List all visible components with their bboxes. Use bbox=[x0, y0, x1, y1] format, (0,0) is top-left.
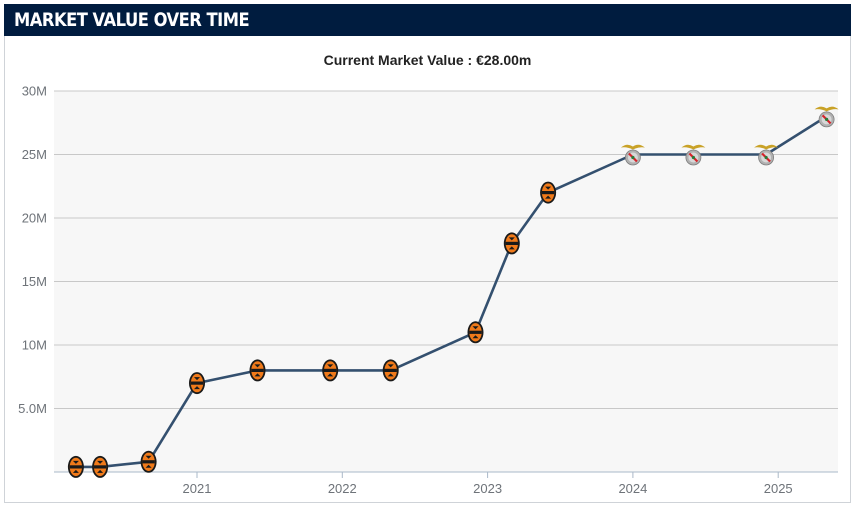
shakhtar-crest-icon[interactable] bbox=[189, 372, 205, 395]
benfica-crest-icon[interactable] bbox=[754, 144, 779, 166]
benfica-crest-icon[interactable] bbox=[681, 144, 706, 166]
x-tick-label: 2023 bbox=[473, 481, 502, 496]
shakhtar-crest-icon[interactable] bbox=[92, 455, 109, 478]
y-tick-label: 30M bbox=[22, 84, 47, 99]
chart-subtitle: Current Market Value : €28.00m bbox=[323, 52, 532, 68]
x-tick-label: 2021 bbox=[183, 481, 212, 496]
shakhtar-crest-icon[interactable] bbox=[540, 181, 557, 204]
x-tick-label: 2022 bbox=[328, 481, 357, 496]
data-points[interactable] bbox=[67, 106, 839, 478]
section-title: MARKET VALUE OVER TIME bbox=[14, 9, 250, 31]
section-title-bar: MARKET VALUE OVER TIME bbox=[4, 4, 851, 36]
x-tick-label: 2024 bbox=[618, 481, 647, 496]
shakhtar-crest-icon[interactable] bbox=[503, 232, 520, 255]
x-axis-ticks: 2021 2022 2023 2024 2025 bbox=[183, 472, 793, 496]
benfica-crest-icon[interactable] bbox=[620, 144, 645, 166]
grid-lines bbox=[54, 90, 838, 409]
shakhtar-crest-icon[interactable] bbox=[249, 359, 266, 382]
y-tick-label: 10M bbox=[22, 338, 47, 353]
y-tick-label: 15M bbox=[22, 274, 47, 289]
y-tick-label: 5.0M bbox=[18, 401, 47, 416]
shakhtar-crest-icon[interactable] bbox=[467, 321, 484, 344]
shakhtar-crest-icon[interactable] bbox=[140, 450, 157, 473]
series-line bbox=[75, 115, 828, 469]
y-tick-label: 20M bbox=[22, 211, 47, 226]
x-tick-label: 2025 bbox=[764, 481, 793, 496]
benfica-crest-icon[interactable] bbox=[814, 106, 839, 128]
y-axis-ticks: 5.0M 10M 15M 20M 25M 30M bbox=[18, 84, 47, 417]
y-tick-label: 25M bbox=[22, 147, 47, 162]
shakhtar-crest-icon[interactable] bbox=[382, 359, 399, 382]
shakhtar-crest-icon[interactable] bbox=[67, 455, 84, 478]
shakhtar-crest-icon[interactable] bbox=[322, 359, 339, 382]
